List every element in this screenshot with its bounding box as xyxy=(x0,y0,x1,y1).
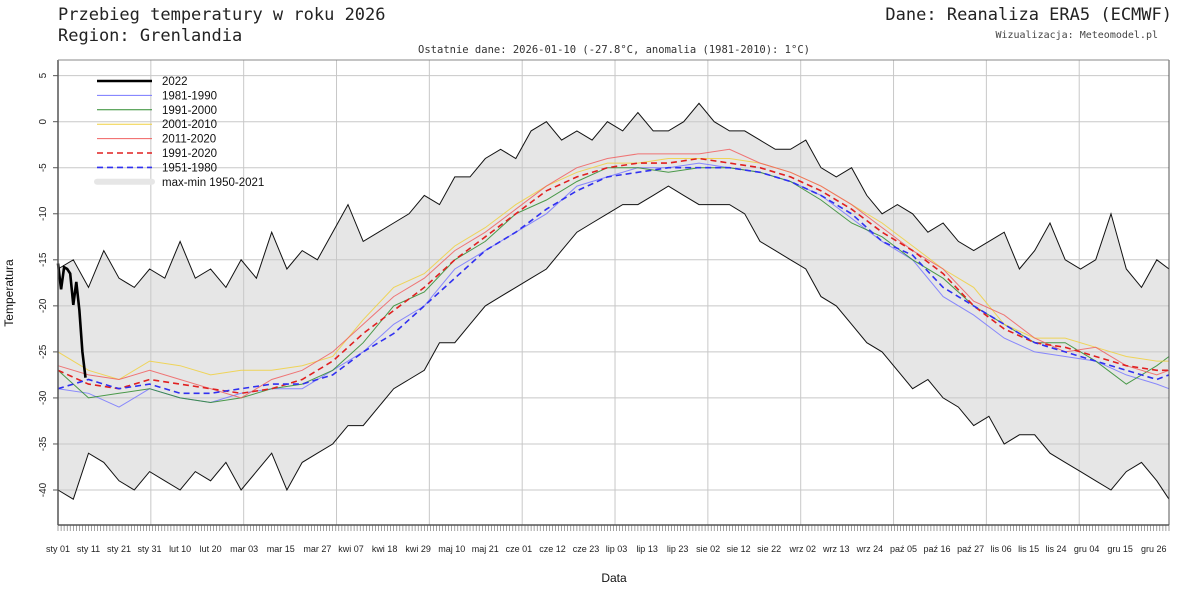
y-tick-label: -25 xyxy=(38,344,49,359)
chart-subtitle: Ostatnie dane: 2026-01-10 (-27.8°C, anom… xyxy=(418,44,810,56)
x-tick-label: kwi 18 xyxy=(372,544,398,554)
x-tick-label: lis 15 xyxy=(1018,544,1039,554)
x-tick-label: lip 23 xyxy=(667,544,689,554)
x-tick-label: gru 04 xyxy=(1074,544,1100,554)
x-tick-label: lip 13 xyxy=(636,544,658,554)
min-line xyxy=(57,185,1170,500)
chart-title: Przebieg temperatury w roku 2026 xyxy=(58,5,386,25)
legend-label: 2001-2010 xyxy=(162,119,217,131)
y-tick-label: -35 xyxy=(38,436,49,451)
x-tick-label: paź 05 xyxy=(890,544,917,554)
x-tick-label: sty 11 xyxy=(77,544,100,554)
y-tick-label: -15 xyxy=(38,252,49,267)
legend-label: 1991-2000 xyxy=(162,105,217,117)
x-tick-label: lut 20 xyxy=(200,544,222,554)
region-label: Region: Grenlandia xyxy=(58,26,242,46)
x-tick-label: sie 22 xyxy=(757,544,781,554)
x-tick-label: sty 31 xyxy=(138,544,162,554)
legend-label: max-min 1950-2021 xyxy=(162,177,264,189)
legend-label: 2022 xyxy=(162,76,188,88)
x-tick-label: lip 03 xyxy=(606,544,628,554)
series-line-2001-2010 xyxy=(57,158,1169,381)
x-tick-label: cze 12 xyxy=(539,544,566,554)
series-line-2011-2020 xyxy=(57,148,1170,399)
band-max-min xyxy=(58,103,1169,500)
series-line-2022 xyxy=(56,263,87,378)
x-tick-label: cze 01 xyxy=(506,544,533,554)
legend-label: 1951-1980 xyxy=(162,162,217,174)
x-tick-label: sie 12 xyxy=(727,544,751,554)
legend-label: 2011-2020 xyxy=(162,134,216,146)
x-tick-label: wrz 24 xyxy=(856,544,884,554)
x-tick-label: kwi 07 xyxy=(338,544,364,554)
x-tick-label: kwi 29 xyxy=(405,544,431,554)
series-line-1951-1980 xyxy=(57,166,1170,395)
x-tick-label: wrz 02 xyxy=(788,544,816,554)
max-line xyxy=(57,102,1170,289)
x-tick-label: mar 15 xyxy=(267,544,295,554)
x-tick-label: gru 15 xyxy=(1107,544,1133,554)
x-tick-label: wrz 13 xyxy=(822,544,850,554)
legend-label: 1981-1990 xyxy=(162,90,217,102)
credit-label: Wizualizacja: Meteomodel.pl xyxy=(995,30,1158,41)
x-tick-label: cze 23 xyxy=(573,544,600,554)
x-tick-label: paź 27 xyxy=(957,544,984,554)
x-tick-label: sie 02 xyxy=(696,544,720,554)
x-tick-label: gru 26 xyxy=(1141,544,1167,554)
x-tick-label: sty 21 xyxy=(107,544,131,554)
x-tick-label: lut 10 xyxy=(169,544,191,554)
x-tick-label: paź 16 xyxy=(924,544,951,554)
x-tick-label: maj 10 xyxy=(438,544,465,554)
y-tick-label: 5 xyxy=(38,72,49,78)
y-tick-label: -40 xyxy=(38,482,49,497)
plot-area: 5 0 -5 -10 -15 -20 -25 -30 -35 -40 sty 01 sty 11 sty… xyxy=(38,59,1170,554)
x-minor-ticks xyxy=(57,525,1170,531)
x-tick-label: maj 21 xyxy=(472,544,499,554)
x-axis-label: Data xyxy=(601,571,627,585)
legend-label: 1991-2020 xyxy=(162,148,217,160)
series-line-1991-2020 xyxy=(57,157,1169,395)
x-tick-label: sty 01 xyxy=(46,544,70,554)
x-tick-label: mar 27 xyxy=(303,544,331,554)
x-tick-label: lis 06 xyxy=(991,544,1012,554)
x-tick-label: mar 03 xyxy=(230,544,258,554)
y-tick-label: -30 xyxy=(38,390,49,405)
data-source: Dane: Reanaliza ERA5 (ECMWF) xyxy=(885,5,1172,25)
y-tick-label: -20 xyxy=(38,298,49,313)
y-axis-label: Temperatura xyxy=(2,259,16,327)
y-tick-label: -10 xyxy=(38,206,49,221)
x-tick-label: lis 24 xyxy=(1046,544,1067,554)
y-tick-label: -5 xyxy=(38,163,49,172)
y-tick-label: 0 xyxy=(38,118,49,124)
